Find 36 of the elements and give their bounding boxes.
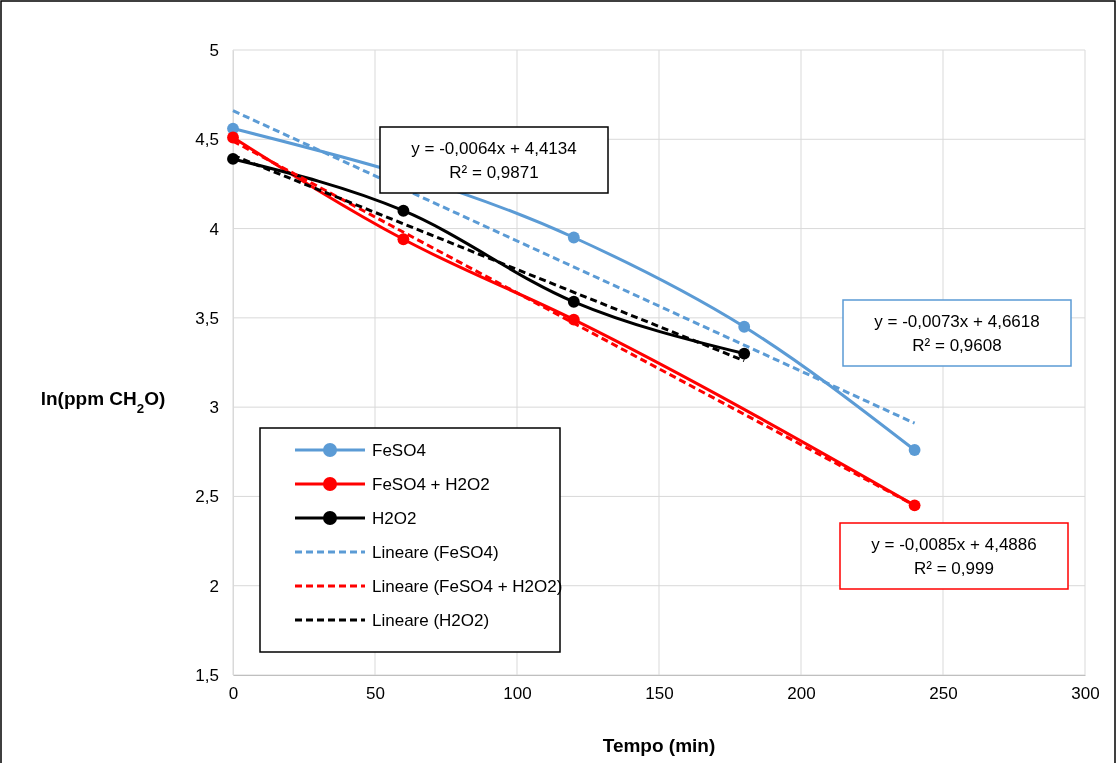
x-tick-label: 200	[787, 684, 816, 704]
x-tick-label: 300	[1071, 684, 1100, 704]
point	[567, 231, 580, 244]
equation-box: y = -0,0073x + 4,6618 R² = 0,9608	[842, 299, 1072, 367]
point	[738, 347, 751, 360]
legend-label: FeSO4	[372, 441, 426, 460]
annotation: y = -0,0064x + 4,4134 R² = 0,9871	[411, 139, 577, 182]
annotation: y = -0,0073x + 4,6618 R² = 0,9608	[874, 312, 1040, 355]
y-tick-label: 3	[209, 398, 219, 418]
y-tick-label: 4	[209, 219, 219, 239]
x-tick-label: 100	[503, 684, 532, 704]
y-tick-label: 2	[209, 576, 219, 596]
legend-label: Lineare (FeSO4)	[372, 543, 499, 562]
y-tick-label: 5	[209, 40, 219, 60]
legend-label: Lineare (H2O2)	[372, 611, 490, 630]
x-tick-label: 250	[929, 684, 958, 704]
point	[908, 444, 921, 456]
x-axis-title: Tempo (min)	[602, 735, 716, 756]
legend-label: FeSO4 + H2O2	[372, 475, 490, 494]
x-tick-label: 150	[645, 684, 674, 704]
equation-box: y = -0,0085x + 4,4886 R² = 0,999	[839, 522, 1069, 590]
legend-label: H2O2	[372, 509, 417, 528]
equation-box: y = -0,0064x + 4,4134 R² = 0,9871	[379, 126, 609, 194]
y-tick-label: 1,5	[195, 665, 219, 685]
point	[397, 204, 410, 217]
x-tick-label: 0	[228, 684, 239, 704]
point	[397, 233, 410, 246]
annotation: y = -0,0085x + 4,4886 R² = 0,999	[871, 535, 1037, 578]
y-tick-label: 2,5	[195, 487, 219, 507]
y-tick-label: 3,5	[195, 308, 219, 328]
point	[567, 295, 580, 308]
point	[227, 131, 239, 144]
y-tick-label: 4,5	[195, 130, 219, 150]
y-axis-title: ln(ppm CH$_{2}$O)	[40, 388, 166, 416]
x-tick-label: 50	[366, 684, 385, 704]
point	[738, 320, 751, 333]
